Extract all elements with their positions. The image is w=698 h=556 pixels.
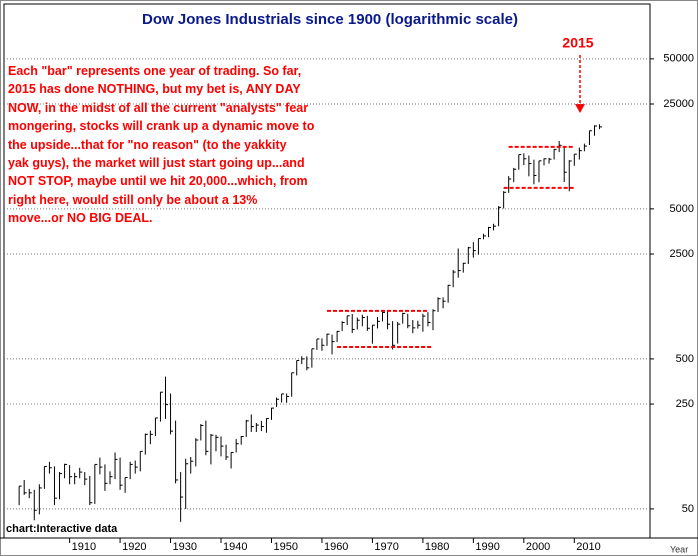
- annotation-line: NOT STOP, maybe until we hit 20,000...wh…: [8, 174, 308, 189]
- arrow-label: 2015: [562, 35, 593, 51]
- x-tick-label: 1980: [425, 541, 449, 553]
- annotation-line: mongering, stocks will crank up a dynami…: [8, 119, 315, 134]
- y-tick-label: 500: [676, 353, 694, 365]
- annotation-line: right here, would still only be about a …: [8, 192, 258, 207]
- x-tick-label: 1930: [173, 541, 197, 553]
- x-tick-label: 2000: [526, 541, 550, 553]
- y-tick-label: 5000: [670, 203, 694, 215]
- annotation-line: yak guys), the market will just start go…: [8, 156, 305, 171]
- x-tick-label: 1920: [122, 541, 146, 553]
- x-tick-label: 1960: [324, 541, 348, 553]
- annotation-line: move...or NO BIG DEAL.: [8, 211, 153, 226]
- annotation-line: the upside...that for "no reason" (to th…: [8, 137, 287, 152]
- arrow-head: [575, 104, 585, 113]
- y-tick-label: 2500: [670, 248, 694, 260]
- x-tick-label: 1940: [223, 541, 247, 553]
- x-axis-label: Year: [670, 544, 688, 554]
- x-tick-label: 1970: [374, 541, 398, 553]
- source: chart:Interactive data: [6, 523, 118, 535]
- annotation-line: 2015 has done NOTHING, but my bet is, AN…: [8, 82, 301, 97]
- annotation: Each "bar" represents one year of tradin…: [8, 62, 314, 228]
- y-tick-label: 25000: [663, 98, 694, 110]
- y-tick-label: 250: [676, 398, 694, 410]
- x-tick-label: 1910: [72, 541, 96, 553]
- x-tick-label: 1990: [475, 541, 499, 553]
- y-tick-label: 50: [682, 503, 694, 515]
- x-tick-label: 2010: [576, 541, 600, 553]
- plot-area: [3, 3, 651, 539]
- chart-title: Dow Jones Industrials since 1900 (logari…: [142, 11, 518, 28]
- annotation-line: NOW, in the midst of all the current "an…: [8, 100, 309, 115]
- x-tick-label: 1950: [273, 541, 297, 553]
- annotation-line: Each "bar" represents one year of tradin…: [8, 64, 302, 78]
- y-tick-label: 50000: [663, 53, 694, 65]
